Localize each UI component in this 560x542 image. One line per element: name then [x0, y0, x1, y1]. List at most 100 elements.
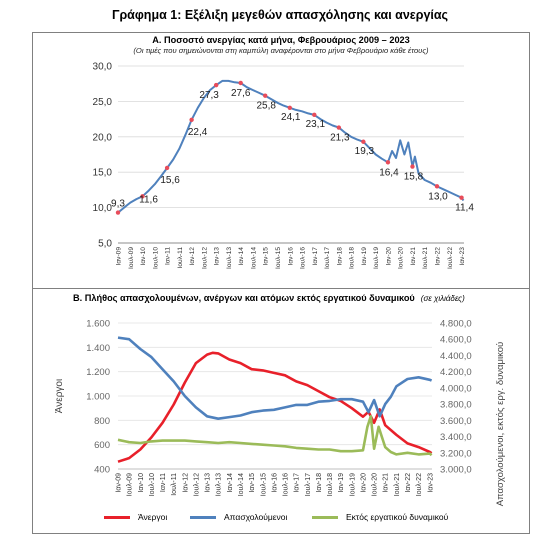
chart-a-y-tick-label: 30,0: [93, 62, 113, 73]
chart-b-x-tick-label: Ιουλ-21: [394, 473, 401, 496]
chart-a-x-tick-label: Ιουλ-21: [422, 247, 429, 269]
chart-b-x-tick-label: Ιαν-23: [427, 473, 434, 493]
chart-b-x-tick-label: Ιαν-22: [405, 473, 412, 493]
chart-a-x-tick-label: Ιαν-14: [238, 247, 245, 266]
chart-a-data-label: 15,6: [160, 175, 180, 186]
chart-b-series-employed: [117, 336, 433, 421]
chart-b-y-right-tick-label: 3.800,0: [440, 400, 472, 411]
chart-a-data-label: 22,4: [188, 127, 208, 138]
chart-a-x-tick-label: Ιουλ-18: [349, 247, 356, 269]
chart-a-y-tick-label: 5,0: [98, 239, 112, 250]
chart-b-x-tick-label: Ιαν-14: [227, 473, 234, 493]
chart-b-y-tick-label: 1.200: [86, 367, 110, 378]
chart-a-marker: [189, 117, 194, 123]
chart-panel-a: Α. Ποσοστό ανεργίας κατά μήνα, Φεβρουάρι…: [32, 32, 530, 290]
chart-a-x-tick-label: Ιουλ-10: [152, 247, 159, 269]
chart-b-series-unemployed: [117, 351, 433, 463]
chart-panel-b: Β. Πλήθος απασχολουμένων, ανέργων και ατ…: [32, 288, 530, 534]
legend-item-outside-labour: Εκτός εργατικού δυναμικού: [312, 512, 448, 522]
legend-swatch-outside-labour: [312, 516, 338, 520]
chart-a-data-label: 13,0: [428, 191, 448, 202]
chart-a-marker: [263, 93, 268, 98]
chart-a-data-label: 19,3: [355, 146, 375, 157]
chart-a-data-label: 9,3: [111, 199, 125, 210]
chart-b-x-tick-label: Ιαν-09: [116, 473, 123, 493]
chart-a-y-tick-label: 15,0: [93, 168, 113, 179]
chart-a-x-tick-label: Ιουλ-14: [250, 247, 257, 269]
chart-a-x-tick-label: Ιουλ-12: [201, 247, 208, 269]
chart-a-x-tick-label: Ιαν-11: [165, 247, 172, 265]
chart-b-x-tick-label: Ιαν-13: [205, 473, 212, 493]
legend-label-outside-labour: Εκτός εργατικού δυναμικού: [346, 512, 449, 522]
chart-a-data-label: 25,8: [256, 101, 276, 112]
chart-b-x-tick-label: Ιαν-17: [294, 473, 301, 493]
chart-b-x-tick-label: Ιουλ-09: [127, 473, 134, 496]
chart-b-x-tick-label: Ιουλ-22: [416, 473, 423, 496]
chart-b-title-row: Β. Πλήθος απασχολουμένων, ανέργων και ατ…: [73, 293, 465, 303]
chart-a-x-tick-label: Ιουλ-15: [275, 247, 282, 269]
chart-b-y-right-tick-label: 4.600,0: [440, 335, 472, 346]
chart-a-data-label: 16,4: [379, 167, 399, 178]
chart-a-data-label: 24,1: [281, 112, 301, 123]
chart-a-data-label: 27,6: [231, 88, 251, 99]
chart-b-x-tick-label: Ιουλ-14: [238, 473, 245, 496]
chart-a-data-label: 21,3: [330, 133, 350, 144]
chart-b-y-right-tick-label: 4.200,0: [440, 367, 472, 378]
chart-b-x-tick-label: Ιαν-15: [249, 473, 256, 493]
chart-b-y-right-tick-label: 3.600,0: [440, 416, 472, 427]
chart-a-y-tick-label: 25,0: [93, 97, 113, 108]
legend-swatch-unemployed: [104, 516, 130, 520]
chart-a-x-tick-label: Ιαν-12: [189, 247, 196, 266]
chart-b-x-tick-label: Ιαν-18: [316, 473, 323, 493]
chart-a-marker: [385, 160, 391, 165]
figure-title: Γράφημα 1: Εξέλιξη μεγεθών απασχόλησης κ…: [111, 8, 449, 22]
legend-label-employed: Απασχολούμενοι: [224, 512, 288, 522]
chart-b-x-tick-label: Ιουλ-12: [193, 473, 200, 496]
chart-a-marker: [213, 82, 219, 88]
chart-b-x-tick-label: Ιουλ-19: [349, 473, 356, 496]
chart-a-x-tick-label: Ιαν-21: [410, 247, 417, 266]
chart-b-y-right-tick-label: 4.400,0: [440, 351, 472, 362]
chart-a-x-tick-label: Ιουλ-22: [447, 247, 454, 269]
chart-a-y-tick-label: 20,0: [93, 132, 113, 143]
chart-a-marker: [312, 112, 317, 118]
chart-a-data-label: 11,4: [455, 203, 474, 214]
chart-b-x-tick-label: Ιαν-21: [383, 473, 390, 493]
chart-b-y-tick-label: 1.400: [86, 343, 110, 354]
chart-b-x-tick-label: Ιουλ-16: [283, 473, 290, 496]
chart-a-x-tick-label: Ιουλ-11: [177, 247, 184, 269]
chart-a-x-tick-label: Ιουλ-13: [226, 247, 233, 269]
chart-b-y-axis-title: Άνεργοι: [54, 379, 65, 413]
chart-a-x-tick-label: Ιαν-19: [361, 247, 368, 266]
chart-a-x-tick-label: Ιουλ-09: [128, 247, 135, 269]
chart-b-x-tick-label: Ιουλ-13: [216, 473, 223, 496]
chart-a-x-tick-label: Ιουλ-20: [398, 247, 405, 269]
chart-a-marker: [361, 139, 366, 144]
chart-a-data-label: 27,3: [199, 90, 219, 101]
chart-a-x-tick-label: Ιαν-16: [287, 247, 294, 266]
chart-b-x-tick-label: Ιουλ-11: [171, 473, 178, 496]
chart-a-marker: [287, 105, 292, 110]
chart-a-data-label: 15,8: [404, 172, 424, 183]
chart-b-unit-note: (σε χιλιάδες): [420, 294, 465, 303]
chart-b-y-right-tick-label: 4.800,0: [440, 319, 472, 330]
chart-b-y-right-tick-label: 4.000,0: [440, 383, 472, 394]
legend-item-employed: Απασχολούμενοι: [190, 512, 287, 522]
chart-b-x-tick-label: Ιουλ-18: [327, 473, 334, 496]
chart-a-data-label: 23,1: [306, 119, 326, 130]
chart-b-y-right-axis-title: Απασχολούμενοι, εκτός εργ. δυναμικού: [495, 342, 506, 507]
chart-b-x-tick-label: Ιουλ-10: [149, 473, 156, 496]
chart-b-y-right-tick-label: 3.000,0: [440, 465, 472, 476]
chart-a-marker: [459, 195, 464, 200]
chart-b-y-tick-label: 1.000: [86, 392, 110, 403]
chart-a-title: Α. Ποσοστό ανεργίας κατά μήνα, Φεβρουάρι…: [152, 35, 410, 45]
chart-a-data-label: 11,6: [139, 194, 158, 205]
chart-a-x-tick-label: Ιαν-13: [214, 247, 221, 266]
chart-b-x-tick-label: Ιαν-11: [160, 473, 167, 492]
chart-a-x-tick-label: Ιουλ-16: [300, 247, 307, 269]
chart-b-x-tick-label: Ιουλ-17: [305, 473, 312, 496]
chart-a-marker: [164, 165, 170, 171]
chart-b-y-tick-label: 400: [94, 465, 110, 476]
chart-a-series-line: [117, 79, 465, 214]
